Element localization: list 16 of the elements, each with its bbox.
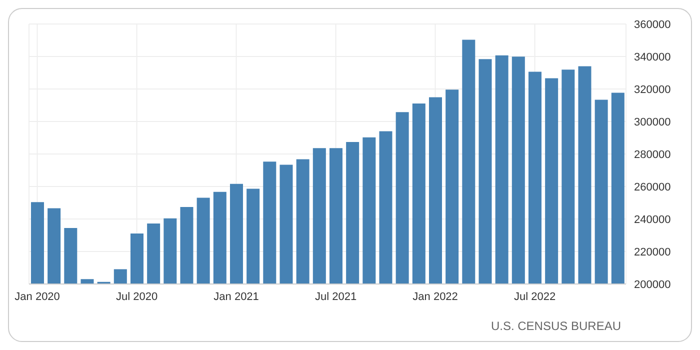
x-tick-label: Jul 2021: [314, 290, 357, 303]
y-tick-label: 260000: [634, 181, 671, 194]
y-tick-label: 360000: [634, 18, 671, 31]
x-tick-label: Jan 2021: [214, 290, 259, 303]
x-tick-label: Jul 2020: [116, 290, 158, 303]
text: U.S. CENSUS BUREAU: [490, 319, 621, 333]
x-tick-label: Jan 2022: [412, 290, 458, 303]
y-tick-label: 280000: [634, 148, 671, 161]
y-tick-label: 320000: [634, 84, 671, 96]
x-tick-label: Jan 2020: [14, 290, 60, 303]
y-tick-label: 340000: [634, 51, 671, 64]
y-tick-label: 200000: [634, 278, 671, 291]
y-tick-label: 240000: [634, 214, 671, 226]
y-tick-label: 300000: [634, 116, 671, 128]
x-tick-label: Jul 2022: [514, 290, 556, 303]
y-tick-label: 220000: [634, 246, 671, 258]
